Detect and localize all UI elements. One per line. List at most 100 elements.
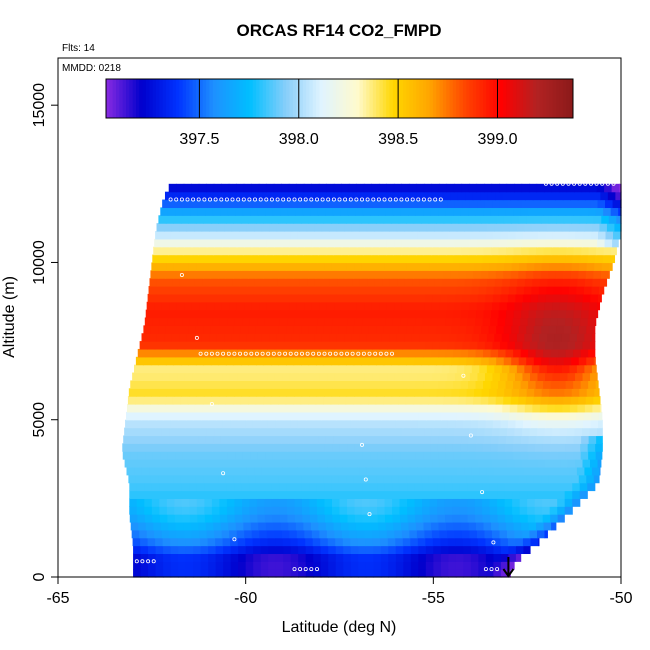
heatmap-cell — [483, 207, 492, 216]
heatmap-cell — [237, 341, 246, 350]
flight-track-point — [468, 433, 473, 438]
heatmap-cell — [147, 341, 156, 350]
heatmap-cell — [282, 199, 291, 209]
heatmap-cell — [204, 514, 213, 523]
heatmap-cell — [602, 254, 611, 264]
colorbar-segment — [432, 79, 437, 118]
heatmap-cell — [236, 183, 245, 193]
heatmap-cell — [280, 521, 289, 531]
heatmap-cell — [460, 451, 469, 460]
heatmap-cell — [536, 521, 545, 531]
heatmap-cell — [519, 262, 528, 271]
colorbar-segment — [369, 79, 374, 118]
heatmap-cell — [560, 372, 569, 382]
heatmap-cell — [564, 490, 573, 499]
heatmap-cell — [494, 278, 503, 287]
heatmap-cell — [415, 443, 424, 452]
heatmap-cell — [204, 498, 213, 507]
heatmap-cell — [361, 388, 370, 397]
heatmap-cell — [265, 451, 274, 460]
heatmap-cell — [563, 270, 572, 279]
heatmap-cell — [567, 301, 576, 311]
heatmap-cell — [353, 270, 362, 279]
heatmap-cell — [382, 404, 391, 413]
heatmap-cell — [452, 482, 461, 492]
heatmap-cell — [397, 191, 406, 201]
heatmap-cell — [188, 262, 198, 271]
heatmap-cell — [470, 293, 479, 303]
heatmap-cell — [286, 482, 296, 492]
heatmap-cell — [485, 537, 494, 547]
heatmap-cell — [294, 498, 303, 507]
heatmap-cell — [380, 537, 389, 547]
heatmap-cell — [158, 474, 167, 484]
heatmap-cell — [212, 443, 221, 452]
heatmap-cell — [274, 341, 283, 350]
heatmap-cell — [128, 474, 137, 484]
heatmap-cell — [187, 278, 196, 287]
heatmap-cell — [616, 215, 622, 224]
heatmap-cell — [586, 262, 595, 271]
heatmap-cell — [384, 388, 393, 397]
heatmap-cell — [522, 301, 531, 311]
heatmap-cell — [492, 199, 501, 209]
heatmap-cell — [306, 466, 315, 476]
heatmap-cell — [347, 490, 356, 499]
heatmap-cell — [606, 223, 616, 232]
heatmap-cell — [537, 238, 546, 248]
heatmap-cell — [245, 537, 254, 547]
heatmap-cell — [542, 490, 551, 499]
heatmap-cell — [377, 207, 387, 216]
heatmap-cell — [316, 498, 326, 507]
heatmap-cell — [301, 262, 310, 271]
heatmap-cell — [158, 388, 167, 397]
heatmap-cell — [239, 404, 248, 413]
heatmap-cell — [321, 333, 330, 342]
heatmap-cell — [549, 262, 558, 271]
heatmap-cell — [235, 451, 244, 460]
colorbar-segment — [486, 79, 491, 118]
heatmap-cell — [321, 466, 330, 476]
heatmap-cell — [280, 435, 289, 444]
heatmap-cell — [481, 325, 490, 334]
heatmap-cell — [532, 278, 541, 287]
heatmap-cell — [302, 348, 312, 358]
heatmap-cell — [590, 231, 599, 240]
heatmap-cell — [440, 293, 449, 303]
heatmap-cell — [297, 199, 306, 209]
heatmap-cell — [246, 411, 255, 421]
heatmap-cell — [403, 286, 412, 295]
heatmap-cell — [430, 246, 440, 256]
heatmap-cell — [242, 451, 251, 460]
heatmap-cell — [369, 490, 378, 499]
heatmap-cell — [217, 278, 226, 287]
heatmap-cell — [207, 537, 216, 547]
heatmap-cell — [216, 223, 225, 232]
heatmap-cell — [285, 270, 294, 279]
heatmap-cell — [252, 293, 261, 303]
heatmap-cell — [200, 545, 209, 555]
heatmap-cell — [499, 459, 509, 468]
heatmap-cell — [318, 309, 327, 319]
heatmap-cell — [419, 333, 428, 342]
heatmap-cell — [256, 482, 266, 492]
heatmap-cell — [205, 348, 214, 358]
heatmap-cell — [387, 419, 396, 429]
heatmap-cell — [258, 183, 267, 193]
heatmap-cell — [526, 262, 535, 271]
heatmap-cell — [580, 348, 589, 358]
heatmap-cell — [204, 443, 213, 452]
heatmap-cell — [230, 553, 239, 562]
heatmap-cell — [170, 231, 179, 240]
heatmap-cell — [301, 474, 310, 484]
heatmap-cell — [133, 561, 142, 570]
heatmap-cell — [370, 254, 379, 264]
heatmap-cell — [198, 521, 207, 531]
heatmap-cell — [528, 246, 537, 256]
heatmap-cell — [227, 348, 236, 358]
heatmap-cell — [329, 466, 338, 476]
heatmap-cell — [430, 435, 440, 444]
heatmap-cell — [350, 553, 359, 562]
flight-track-point — [179, 197, 184, 202]
heatmap-cell — [504, 262, 513, 271]
